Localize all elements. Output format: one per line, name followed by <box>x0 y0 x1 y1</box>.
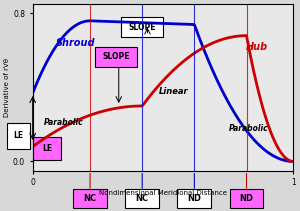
Text: NC: NC <box>136 194 149 203</box>
Text: Parabolic: Parabolic <box>229 124 269 133</box>
Text: Linear: Linear <box>159 87 188 96</box>
Text: LE: LE <box>42 144 52 153</box>
FancyBboxPatch shape <box>33 137 62 160</box>
Text: SLOPE: SLOPE <box>128 23 156 32</box>
FancyBboxPatch shape <box>73 189 107 208</box>
Text: Shroud: Shroud <box>56 38 96 48</box>
Text: ND: ND <box>239 194 254 203</box>
X-axis label: Nondimensional Meridional Distance: Nondimensional Meridional Distance <box>99 190 227 196</box>
FancyBboxPatch shape <box>230 189 263 208</box>
Text: Parabolic: Parabolic <box>44 118 84 127</box>
Text: NC: NC <box>83 194 97 203</box>
FancyBboxPatch shape <box>95 47 137 67</box>
Text: Hub: Hub <box>246 42 268 52</box>
Text: SLOPE: SLOPE <box>102 52 130 61</box>
Text: LE: LE <box>13 131 23 140</box>
FancyBboxPatch shape <box>7 123 30 149</box>
FancyBboxPatch shape <box>122 17 163 38</box>
Text: ND: ND <box>188 194 201 203</box>
FancyBboxPatch shape <box>125 189 159 208</box>
FancyBboxPatch shape <box>177 189 211 208</box>
Y-axis label: Derivative of rVθ: Derivative of rVθ <box>4 58 10 117</box>
